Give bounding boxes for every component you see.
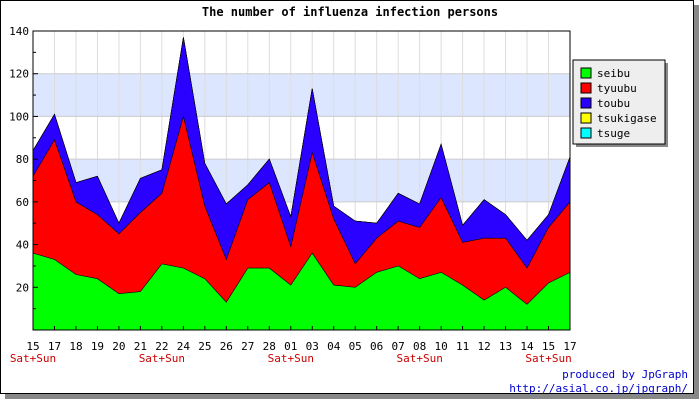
x-tick-label: 14 bbox=[520, 340, 534, 353]
x-tick-label: 15 bbox=[542, 340, 555, 353]
x-tick-label: 26 bbox=[220, 340, 233, 353]
credit-line-1: produced by JpGraph bbox=[562, 368, 688, 381]
x-tick-label: 07 bbox=[392, 340, 405, 353]
x-tick-label: 19 bbox=[91, 340, 104, 353]
x-tick-label: 17 bbox=[48, 340, 61, 353]
x-tick-label: 18 bbox=[69, 340, 82, 353]
area-series-seibu bbox=[32, 252, 571, 331]
x-tick-label: 01 bbox=[284, 340, 297, 353]
x-tick-label: 20 bbox=[112, 340, 125, 353]
x-tick-label: 11 bbox=[456, 340, 469, 353]
chart-title: The number of influenza infection person… bbox=[202, 5, 498, 19]
x-tick-label: 03 bbox=[306, 340, 319, 353]
legend-swatch-tsuge bbox=[580, 127, 592, 139]
weekend-label: Sat+Sun bbox=[525, 352, 571, 365]
y-tick-label: 140 bbox=[9, 25, 29, 38]
x-tick-label: 28 bbox=[263, 340, 276, 353]
x-tick-label: 21 bbox=[134, 340, 147, 353]
legend-swatch-tyuubu bbox=[580, 82, 592, 94]
legend-swatch-seibu bbox=[580, 67, 592, 79]
y-tick-label: 120 bbox=[9, 68, 29, 81]
legend-swatch-toubu bbox=[580, 97, 592, 109]
x-tick-label: 24 bbox=[177, 340, 191, 353]
y-tick-label: 100 bbox=[9, 110, 29, 123]
y-tick-label: 60 bbox=[16, 196, 29, 209]
weekend-label: Sat+Sun bbox=[139, 352, 185, 365]
x-tick-label: 17 bbox=[563, 340, 576, 353]
grid-band bbox=[33, 31, 570, 74]
legend-label-toubu: toubu bbox=[597, 97, 630, 110]
credit-url[interactable]: http://asial.co.jp/jpgraph/ bbox=[509, 382, 688, 395]
y-tick-label: 40 bbox=[16, 239, 29, 252]
area-layers bbox=[32, 37, 571, 331]
x-tick-label: 10 bbox=[434, 340, 447, 353]
x-tick-label: 27 bbox=[241, 340, 254, 353]
x-tick-label: 15 bbox=[26, 340, 39, 353]
weekend-label: Sat+Sun bbox=[396, 352, 442, 365]
legend-label-tsukigase: tsukigase bbox=[597, 112, 657, 125]
x-tick-label: 06 bbox=[370, 340, 383, 353]
x-tick-label: 13 bbox=[499, 340, 512, 353]
x-tick-label: 05 bbox=[349, 340, 362, 353]
legend-label-tsuge: tsuge bbox=[597, 127, 630, 140]
grid-band bbox=[33, 73, 570, 117]
x-tick-label: 25 bbox=[198, 340, 211, 353]
legend-label-tyuubu: tyuubu bbox=[597, 82, 637, 95]
x-tick-label: 12 bbox=[477, 340, 490, 353]
legend-label-seibu: seibu bbox=[597, 67, 630, 80]
y-tick-label: 20 bbox=[16, 281, 29, 294]
x-tick-label: 04 bbox=[327, 340, 341, 353]
weekend-label: Sat+Sun bbox=[268, 352, 314, 365]
legend-swatch-tsukigase bbox=[580, 112, 592, 124]
legend: seibu tyuubu toubu tsukigase tsuge bbox=[572, 59, 668, 147]
x-tick-label: 08 bbox=[413, 340, 426, 353]
y-tick-label: 80 bbox=[16, 153, 29, 166]
x-tick-label: 22 bbox=[155, 340, 168, 353]
y-axis: 20 40 60 80 100 120 140 bbox=[9, 25, 38, 310]
weekend-label: Sat+Sun bbox=[10, 352, 56, 365]
